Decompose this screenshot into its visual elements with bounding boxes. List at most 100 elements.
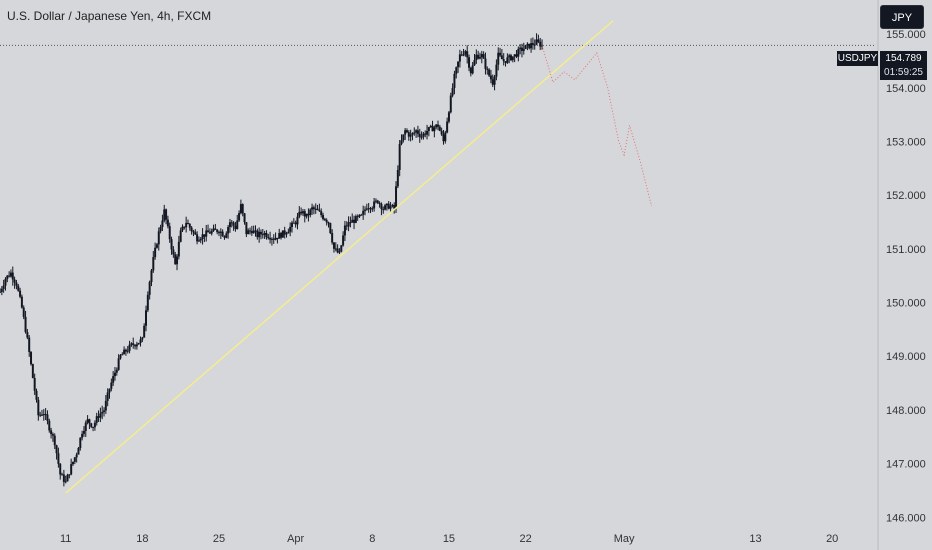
x-tick-label: 8 (369, 533, 375, 545)
candle-body (219, 231, 222, 233)
candle-body (72, 461, 74, 465)
candle-body (360, 214, 363, 216)
candle-body (283, 230, 286, 235)
candle-body (539, 41, 542, 47)
candle-body (6, 275, 9, 279)
candle-body (405, 130, 408, 133)
candle-body (391, 204, 394, 207)
candle-body (186, 222, 189, 224)
candle-body (387, 203, 390, 209)
candle-body (353, 219, 356, 223)
candle-body (274, 237, 277, 240)
candle-body (327, 222, 330, 224)
candle-body (223, 236, 226, 238)
candle-body (411, 133, 414, 135)
candle-body (407, 132, 410, 137)
y-tick-label: 154.000 (886, 83, 926, 95)
candle-body (13, 279, 16, 283)
candle-body (356, 216, 359, 218)
candle-body (325, 220, 328, 223)
candle-body (84, 422, 87, 431)
candle-body (316, 208, 319, 211)
candle-body (500, 55, 503, 60)
candle-body (486, 68, 489, 70)
candle-body (92, 426, 95, 428)
candle-body (422, 133, 425, 137)
candle-body (396, 170, 399, 187)
candle-body (491, 79, 494, 85)
candle-body (128, 344, 131, 351)
candle-body (113, 372, 116, 377)
candle-body (440, 130, 443, 135)
candle-body (62, 474, 65, 482)
currency-button[interactable]: JPY (880, 5, 924, 29)
candle-body (250, 230, 253, 234)
candle-body (179, 230, 182, 242)
candle-body (103, 410, 106, 412)
candle-body (458, 54, 461, 62)
candle-body (389, 206, 392, 209)
candle-body (154, 247, 157, 258)
candle-body (354, 216, 357, 223)
candle-body (272, 238, 275, 240)
candle-body (511, 56, 514, 61)
candle-body (86, 419, 89, 423)
candle-body (537, 39, 540, 42)
candle-body (241, 204, 244, 214)
candle-body (207, 230, 210, 233)
candle-body (42, 414, 45, 416)
candle-body (59, 463, 62, 475)
projection-path (541, 45, 652, 207)
candle-body (194, 232, 197, 235)
candle-body (296, 216, 299, 225)
x-tick-label: 18 (136, 533, 148, 545)
candle-body (294, 222, 297, 225)
x-tick-label: 11 (60, 533, 71, 545)
candle-body (329, 223, 332, 234)
candle-body (259, 231, 262, 235)
x-tick-label: 13 (749, 533, 761, 545)
x-tick-label: 25 (213, 533, 225, 545)
candle-body (104, 400, 107, 411)
candle-body (199, 238, 202, 241)
candle-body (212, 228, 215, 232)
candle-body (300, 211, 303, 214)
candle-body (371, 208, 374, 210)
candle-body (101, 411, 104, 414)
candle-body (533, 44, 536, 46)
candle-body (424, 133, 427, 135)
candle-body (57, 453, 60, 464)
candle-body (146, 294, 149, 311)
candle-body (427, 127, 430, 131)
candle-body (50, 430, 53, 435)
candle-body (433, 127, 436, 132)
candle-body (70, 464, 73, 475)
candle-body (438, 126, 441, 131)
candle-body (347, 222, 350, 227)
candle-body (520, 47, 523, 51)
candle-body (398, 144, 401, 171)
y-tick-label: 155.000 (886, 29, 926, 41)
candle-body (93, 422, 96, 428)
candle-body (292, 222, 295, 224)
candle-body (238, 213, 241, 221)
candle-body (115, 369, 118, 373)
candle-body (480, 54, 483, 58)
candle-body (19, 290, 22, 297)
candle-body (305, 213, 308, 217)
candle-body (497, 52, 500, 65)
candle-body (336, 248, 339, 253)
candle-body (384, 205, 387, 210)
candle-body (165, 209, 168, 220)
candle-body (263, 233, 266, 235)
candle-body (323, 218, 326, 221)
candle-body (141, 337, 144, 340)
candle-body (119, 355, 122, 359)
x-tick-label: 20 (826, 533, 838, 545)
candle-body (79, 437, 82, 449)
candle-body (61, 474, 64, 476)
candle-body (528, 43, 531, 49)
candle-body (531, 43, 534, 45)
